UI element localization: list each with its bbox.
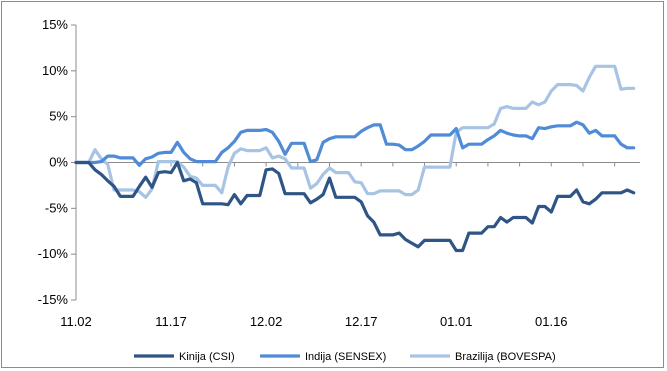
- x-tick-label: 01.16: [535, 314, 568, 329]
- x-axis: 11.02 11.17 12.02 12.17 01.01 01.16: [60, 162, 640, 329]
- legend-label: Indija (SENSEX): [305, 351, 386, 363]
- series-line-2: [74, 64, 636, 199]
- legend-label: Brazilija (BOVESPA): [455, 351, 556, 363]
- y-tick-label: 10%: [42, 63, 68, 78]
- x-tick-label: 11.02: [60, 314, 92, 329]
- y-tick-label: 0%: [49, 155, 68, 170]
- x-tick-label: 12.17: [345, 314, 378, 329]
- y-tick-label: 5%: [49, 109, 68, 124]
- series-line-0: [74, 160, 636, 253]
- legend: Kinija (CSI) Indija (SENSEX) Brazilija (BO…: [134, 351, 556, 363]
- legend-label: Kinija (CSI): [179, 351, 235, 363]
- y-axis: 15% 10% 5% 0% -5% -10% -15%: [38, 17, 77, 307]
- y-tick-label: -5%: [45, 200, 69, 215]
- x-tick-label: 12.02: [250, 314, 283, 329]
- y-tick-label: -10%: [38, 246, 69, 261]
- series-lines: [74, 64, 636, 253]
- y-tick-label: 15%: [42, 17, 68, 32]
- series-line-1: [74, 120, 636, 167]
- y-tick-label: -15%: [38, 292, 69, 307]
- x-tick-label: 01.01: [440, 314, 473, 329]
- x-tick-label: 11.17: [155, 314, 187, 329]
